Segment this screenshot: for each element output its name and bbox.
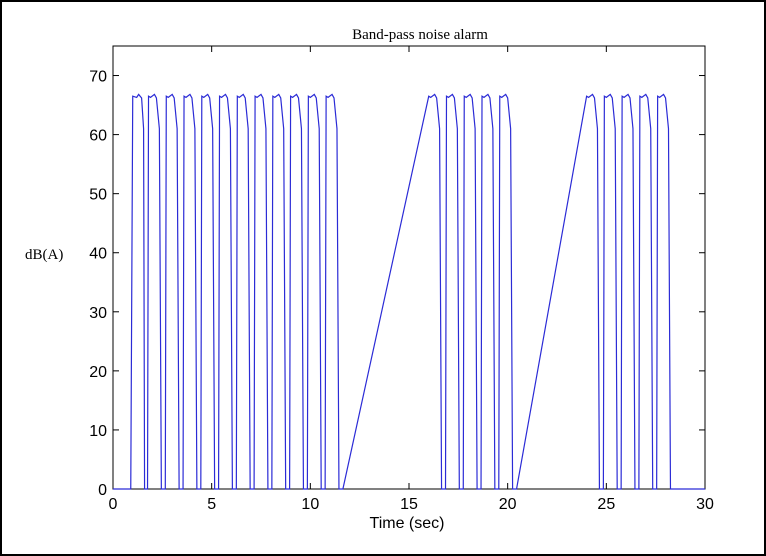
x-tick-label: 0: [109, 496, 118, 513]
x-axis-label: Time (sec): [370, 515, 445, 532]
x-tick-label: 30: [696, 496, 714, 513]
y-tick-label: 10: [89, 423, 107, 440]
y-tick-label: 20: [89, 364, 107, 381]
y-tick-label: 50: [89, 187, 107, 204]
y-tick-label: 30: [89, 305, 107, 322]
x-tick-label: 20: [499, 496, 517, 513]
y-tick-label: 40: [89, 246, 107, 263]
y-tick-label: 0: [98, 482, 107, 499]
y-axis-ticks: 0 10 20 30 40 50 60 70: [89, 69, 705, 499]
chart-title: Band-pass noise alarm: [352, 27, 488, 43]
y-tick-label: 70: [89, 69, 107, 86]
x-tick-label: 5: [207, 496, 216, 513]
x-tick-label: 10: [301, 496, 319, 513]
y-axis-label: dB(A): [25, 247, 63, 263]
series-line: [113, 93, 705, 490]
x-axis-ticks: 0 5 10 15 20 25 30: [109, 46, 714, 513]
y-tick-label: 60: [89, 128, 107, 145]
x-tick-label: 25: [597, 496, 615, 513]
x-tick-label: 15: [400, 496, 418, 513]
